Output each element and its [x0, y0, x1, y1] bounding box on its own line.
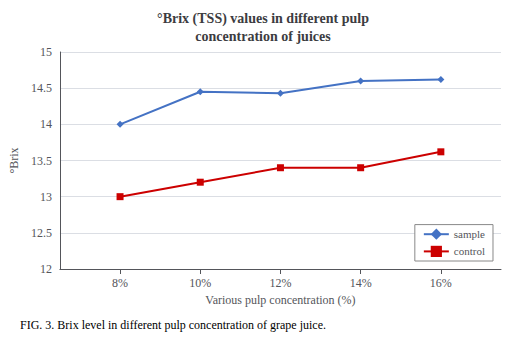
svg-text:°Brix: °Brix — [7, 147, 21, 173]
svg-text:15: 15 — [40, 45, 52, 59]
svg-text:14.5: 14.5 — [31, 81, 52, 95]
svg-text:control: control — [454, 245, 485, 257]
svg-text:16%: 16% — [430, 276, 452, 290]
svg-text:12: 12 — [40, 262, 52, 276]
svg-text:sample: sample — [454, 228, 485, 240]
svg-text:14: 14 — [40, 117, 52, 131]
svg-text:14%: 14% — [350, 276, 372, 290]
svg-text:°Brix (TSS) values in differen: °Brix (TSS) values in different pulp — [157, 11, 369, 27]
svg-text:Various pulp concentration (%): Various pulp concentration (%) — [205, 293, 355, 307]
svg-text:12%: 12% — [269, 276, 291, 290]
svg-text:8%: 8% — [112, 276, 128, 290]
svg-text:13: 13 — [40, 190, 52, 204]
svg-text:12.5: 12.5 — [31, 226, 52, 240]
svg-text:concentration of juices: concentration of juices — [195, 29, 331, 44]
svg-text:10%: 10% — [189, 276, 211, 290]
svg-text:13.5: 13.5 — [31, 154, 52, 168]
svg-text:FIG. 3. Brix level in differen: FIG. 3. Brix level in different pulp con… — [20, 318, 326, 332]
